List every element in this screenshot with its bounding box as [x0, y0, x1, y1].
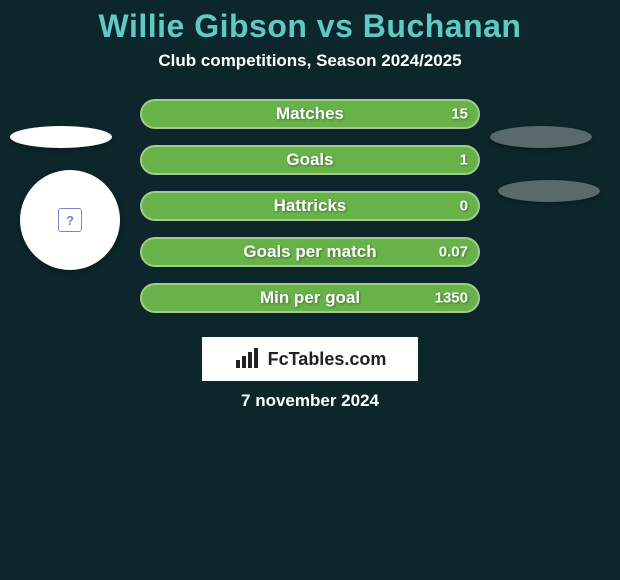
- stats-rows: ? Matches 15 Goals 1 Hattricks 0 Goals p…: [0, 99, 620, 329]
- page-subtitle: Club competitions, Season 2024/2025: [0, 51, 620, 71]
- logo-text: FcTables.com: [268, 349, 387, 370]
- date-text: 7 november 2024: [0, 391, 620, 411]
- stat-value: 0.07: [439, 244, 468, 261]
- stat-bar: Goals per match 0.07: [140, 237, 480, 267]
- stat-value: 1350: [435, 290, 468, 307]
- stat-bar: Hattricks 0: [140, 191, 480, 221]
- logo-box: FcTables.com: [202, 337, 418, 381]
- stat-label: Hattricks: [274, 196, 347, 216]
- stat-row: Hattricks 0: [0, 191, 620, 237]
- stat-row: Matches 15: [0, 99, 620, 145]
- stat-bar: Min per goal 1350: [140, 283, 480, 313]
- stat-row: Min per goal 1350: [0, 283, 620, 329]
- stat-row: Goals 1: [0, 145, 620, 191]
- stat-bar: Goals 1: [140, 145, 480, 175]
- stat-value: 0: [460, 198, 468, 215]
- stat-label: Min per goal: [260, 288, 360, 308]
- stat-row: Goals per match 0.07: [0, 237, 620, 283]
- page-title: Willie Gibson vs Buchanan: [0, 8, 620, 45]
- logo-bars-icon: [234, 348, 262, 370]
- stat-label: Goals per match: [243, 242, 376, 262]
- stat-value: 15: [451, 106, 468, 123]
- stat-label: Matches: [276, 104, 344, 124]
- stat-label: Goals: [286, 150, 333, 170]
- stat-bar: Matches 15: [140, 99, 480, 129]
- stat-value: 1: [460, 152, 468, 169]
